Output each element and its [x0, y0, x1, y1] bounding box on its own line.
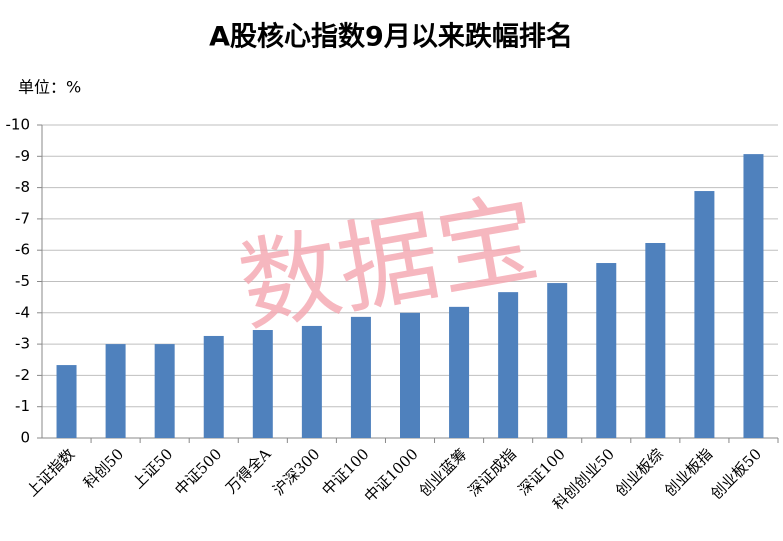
x-tick-label: 科创50 [80, 445, 127, 492]
x-tick-label: 创业板50 [707, 445, 765, 503]
y-tick-label: -3 [15, 335, 30, 353]
x-tick-label: 创业蓝筹 [416, 445, 471, 500]
bar [301, 325, 322, 438]
y-tick-label: 0 [20, 429, 30, 447]
bar [105, 344, 126, 438]
bar [449, 306, 470, 438]
y-tick-label: -4 [15, 303, 30, 321]
x-tick-label: 深证成指 [465, 445, 520, 500]
y-tick-label: -7 [15, 209, 30, 227]
bar [350, 316, 371, 438]
y-tick-label: -2 [15, 366, 30, 384]
bar [252, 330, 273, 438]
x-tick-label: 上证50 [129, 445, 176, 492]
bar [547, 283, 568, 438]
bar [498, 292, 519, 438]
x-tick-label: 上证指数 [23, 445, 78, 500]
bar [56, 365, 77, 438]
y-tick-label: -1 [15, 397, 30, 415]
x-tick-label: 万得全A [222, 445, 274, 497]
x-tick-label: 沪深300 [269, 445, 323, 499]
bar [154, 344, 175, 438]
bar [596, 263, 617, 438]
bar [645, 243, 666, 438]
chart-title: A股核心指数9月以来跌幅排名 [209, 21, 573, 53]
bar [203, 335, 224, 438]
x-tick-label: 中证1000 [361, 445, 422, 506]
y-tick-label: -8 [15, 178, 30, 196]
bar [400, 312, 420, 438]
x-tick-label: 创业板综 [612, 445, 667, 500]
bar [694, 191, 715, 438]
y-tick-label: -5 [15, 272, 30, 290]
bar [743, 154, 764, 438]
x-tick-label: 中证500 [171, 445, 225, 499]
y-tick-label: -10 [6, 116, 31, 134]
y-tick-label: -9 [15, 147, 30, 165]
y-tick-label: -6 [15, 241, 30, 259]
unit-label: 单位：% [18, 78, 81, 97]
